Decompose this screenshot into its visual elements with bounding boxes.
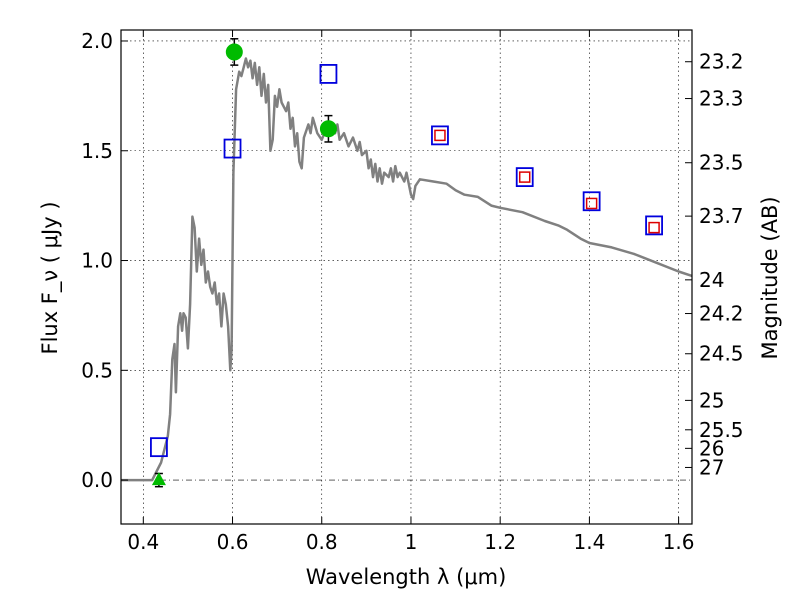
mag-tick-label: 24.2 bbox=[699, 302, 744, 326]
model-small-square-marker bbox=[434, 129, 446, 142]
model-square-marker bbox=[515, 167, 534, 188]
photometry-circle-marker bbox=[319, 120, 337, 138]
ticks: 0.4 0.6 0.8 1 1.2 1.4 1.6 0.0 0.5 1.0 1.5 2.0 23.2 23… bbox=[81, 29, 743, 554]
mag-tick-label: 25 bbox=[699, 388, 724, 412]
model-square-marker bbox=[645, 215, 663, 236]
x-tick-label: 0.6 bbox=[217, 530, 249, 554]
y-tick-label: 2.0 bbox=[81, 29, 113, 53]
y2-axis-title: Magnitude (AB) bbox=[758, 196, 782, 359]
model-spectrum-line bbox=[121, 57, 693, 482]
model-square-marker bbox=[223, 138, 242, 159]
mag-tick-label: 23.2 bbox=[699, 50, 744, 74]
x-tick-label: 1.6 bbox=[663, 530, 695, 554]
model-square-marker bbox=[150, 437, 168, 458]
x-tick-label: 1 bbox=[405, 530, 418, 554]
mag-tick-label: 24 bbox=[699, 268, 724, 292]
y-axis-title: Flux F_ν ( μJy ) bbox=[38, 201, 63, 354]
mag-tick-label: 24.5 bbox=[699, 342, 744, 366]
mag-tick-label: 26 bbox=[699, 436, 724, 460]
plot-frame bbox=[120, 29, 693, 525]
grid bbox=[121, 30, 692, 524]
x-tick-label: 0.8 bbox=[306, 530, 338, 554]
model-square-marker bbox=[582, 191, 601, 212]
x-tick-label: 0.4 bbox=[127, 530, 159, 554]
model-small-square-marker bbox=[648, 221, 660, 234]
model-small-square-marker bbox=[585, 197, 598, 210]
mag-tick-label: 23.5 bbox=[699, 151, 744, 175]
x-tick-label: 1.4 bbox=[573, 530, 605, 554]
model-square-marker bbox=[319, 64, 338, 84]
x-axis-title: Wavelength λ (μm) bbox=[306, 565, 507, 589]
mag-tick-label: 23.3 bbox=[699, 87, 744, 111]
y-tick-label: 0.0 bbox=[81, 468, 113, 492]
mag-tick-label: 27 bbox=[699, 455, 724, 479]
y-tick-label: 1.0 bbox=[81, 249, 113, 273]
series-layer bbox=[121, 38, 693, 488]
x-tick-label: 1.2 bbox=[484, 530, 516, 554]
model-square-marker bbox=[431, 125, 449, 146]
photometry-circle-marker bbox=[225, 43, 243, 61]
model-small-square-marker bbox=[518, 171, 531, 183]
y-tick-label: 0.5 bbox=[81, 358, 113, 382]
mag-tick-label: 23.7 bbox=[699, 204, 744, 228]
mag-tick-label: 25.5 bbox=[699, 418, 744, 442]
photometry-triangle-marker bbox=[151, 472, 166, 486]
y-tick-label: 1.5 bbox=[81, 139, 113, 163]
